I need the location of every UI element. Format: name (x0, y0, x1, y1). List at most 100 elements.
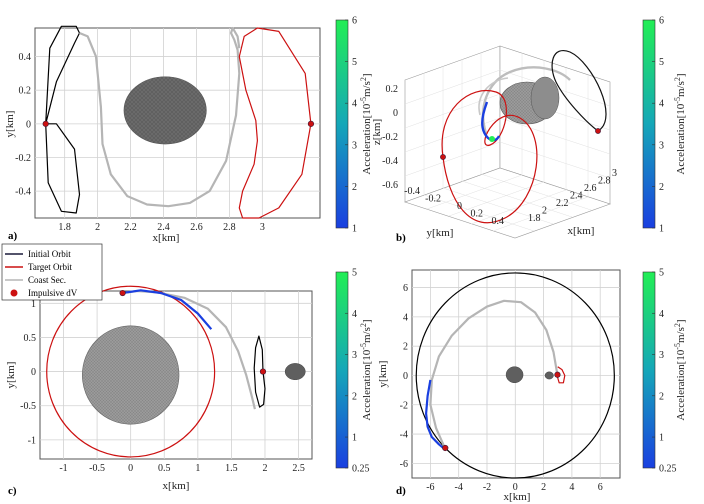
colorbar-tick-label: 5 (352, 57, 357, 68)
colorbar-tick-label: 6 (659, 16, 664, 27)
colorbar-tick-label: 5 (352, 268, 357, 279)
colorbar-tick-label: 3 (659, 140, 664, 151)
panel-b: 0.20-0.2-0.4-0.6 -0.4-0.200.20.4 32.82.6… (371, 16, 687, 245)
legend-marker (10, 289, 18, 297)
y-tick-label: 0.2 (471, 209, 484, 220)
x-tick-label: -4 (455, 482, 463, 493)
z-tick-label: 0.2 (386, 84, 399, 95)
y-tick-label: -6 (400, 459, 408, 470)
colorbar-tick-label: 6 (352, 16, 357, 27)
x-tick-label: -1 (59, 463, 67, 474)
y-tick-label: 0.5 (24, 333, 37, 344)
asteroid (505, 366, 524, 384)
z-axis-label: z[km] (371, 119, 383, 145)
x-tick-label: 2 (262, 463, 267, 474)
panel-label: d) (396, 485, 406, 497)
grid (40, 291, 312, 459)
y-tick-label: -0.5 (20, 401, 36, 412)
y-tick-label: 0 (31, 367, 36, 378)
grid (412, 270, 620, 478)
y-tick-label: 0.4 (492, 216, 505, 227)
colorbar-tick-label: 4 (352, 309, 357, 320)
colorbar-tick-label: 5 (659, 268, 664, 279)
colorbar-tick-label: 2 (352, 182, 357, 193)
impulse-marker (259, 368, 267, 375)
x-tick-label: 2 (95, 222, 100, 233)
colorbar-ticks: 6 5 4 3 2 1 (345, 16, 357, 235)
x-tick-label: 2.4 (570, 191, 583, 202)
colorbar (642, 19, 656, 229)
coast-line (79, 26, 241, 208)
x-tick-label: 2.8 (223, 222, 236, 233)
x-tick-label: 1.8 (58, 222, 71, 233)
colorbar-tick-label: 3 (352, 140, 357, 151)
target-orbit-line (238, 27, 312, 219)
impulse-marker (119, 289, 126, 297)
z-tick-label: 0 (393, 108, 398, 119)
y-tick-label: 4 (403, 312, 408, 323)
x-tick-label: -0.5 (89, 463, 105, 474)
accel-line (425, 379, 447, 452)
x-tick-label: 2 (542, 206, 547, 217)
y-tick-label: 0.4 (19, 52, 32, 63)
colorbar-tick-label: 1 (352, 224, 357, 235)
colorbar (335, 19, 349, 229)
companion-asteroid (284, 363, 306, 381)
y-tick-label: -0.4 (404, 186, 420, 197)
colorbar-ticks: 6 5 4 3 2 1 (652, 16, 664, 235)
x-tick-label: 2.8 (598, 176, 611, 187)
colorbar-label: Acceleration[10-5m/s2] (359, 73, 374, 174)
colorbar-tick-label: 0.25 (659, 464, 677, 475)
colorbar-tick-label: 1 (659, 224, 664, 235)
colorbar-tick-label: 1 (659, 433, 664, 444)
initial-orbit (551, 49, 607, 132)
x-tick-label: 2.4 (157, 222, 170, 233)
y-tick-label: 0 (403, 371, 408, 382)
x-axis-label: x[km] (153, 232, 180, 244)
colorbar (642, 271, 656, 469)
y-axis-label: y[km] (377, 361, 389, 388)
coast-line (429, 299, 559, 448)
impulse-markers (42, 120, 315, 127)
colorbar-tick-label: 5 (659, 57, 664, 68)
panel-label: b) (396, 232, 406, 244)
legend-label: Coast Sec. (28, 275, 66, 285)
x-tick-label: 0 (128, 463, 133, 474)
trajectory-lines (415, 272, 615, 479)
asteroid-side (530, 76, 560, 120)
impulse-marker (595, 128, 601, 134)
impulse-markers (119, 289, 267, 375)
x-axis-label: x[km] (163, 480, 190, 492)
y-tick-label: -0.2 (15, 153, 31, 164)
y-tick-label: 6 (403, 283, 408, 294)
coast-trajectory (478, 77, 509, 116)
trajectory-lines (46, 285, 266, 458)
colorbar-label: Acceleration[10-5m/s2] (673, 73, 688, 174)
tick-labels: -6 -4 -2 0 2 4 6 6 4 2 0 -2 -4 -6 (400, 283, 603, 493)
z-tick-label: -0.6 (382, 180, 398, 191)
y-tick-label: 0.2 (19, 86, 32, 97)
colorbar-tick-label: 1 (352, 433, 357, 444)
x-tick-label: -6 (426, 482, 434, 493)
x-tick-label: 2 (541, 482, 546, 493)
y-tick-label: -1 (28, 435, 36, 446)
y-tick-label: 0 (457, 201, 462, 212)
asteroid (123, 76, 207, 145)
colorbar-ticks: 5 4 3 2 1 0.25 (345, 268, 370, 475)
colorbar-tick-label: 3 (659, 350, 664, 361)
x-tick-label: 0.5 (158, 463, 171, 474)
y-tick-label: 1 (31, 299, 36, 310)
thrust-arc (481, 101, 501, 142)
initial-orbit-line (253, 335, 266, 408)
target-orbit-line (46, 285, 216, 458)
colorbar-label: Acceleration[10-5m/s2] (359, 319, 374, 420)
panel-d: -6 -4 -2 0 2 4 6 6 4 2 0 -2 -4 -6 x[km] y[km] d) 5 4 3 2… (377, 268, 687, 504)
x-tick-label: 2.6 (584, 183, 597, 194)
x-axis-label: x[km] (568, 225, 595, 237)
x-tick-label: 1.5 (225, 463, 238, 474)
y-tick-label: -0.2 (425, 194, 441, 205)
colorbar-tick-label: 3 (352, 350, 357, 361)
impulse-marker (42, 120, 49, 127)
colorbar-tick-label: 2 (352, 391, 357, 402)
panel-label: c) (8, 485, 17, 497)
